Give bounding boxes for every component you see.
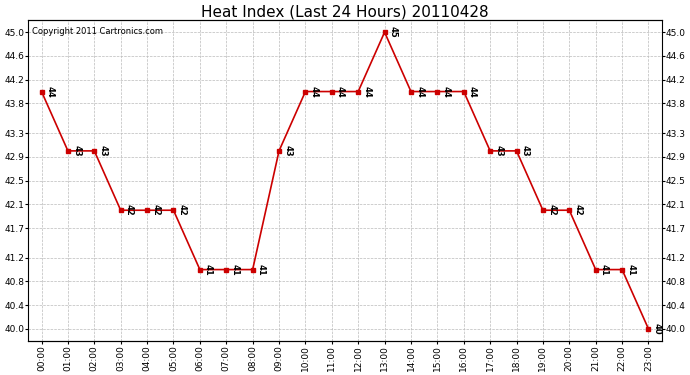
Text: 42: 42: [547, 204, 556, 216]
Text: 43: 43: [72, 145, 81, 157]
Text: 44: 44: [442, 86, 451, 98]
Text: 41: 41: [257, 264, 266, 276]
Text: 43: 43: [99, 145, 108, 157]
Text: 41: 41: [204, 264, 213, 276]
Text: 44: 44: [415, 86, 424, 98]
Text: 41: 41: [600, 264, 609, 276]
Text: 44: 44: [46, 86, 55, 98]
Text: 44: 44: [468, 86, 477, 98]
Text: 43: 43: [283, 145, 292, 157]
Text: 43: 43: [494, 145, 503, 157]
Text: 43: 43: [521, 145, 530, 157]
Text: Copyright 2011 Cartronics.com: Copyright 2011 Cartronics.com: [32, 27, 163, 36]
Text: 42: 42: [151, 204, 160, 216]
Text: 44: 44: [310, 86, 319, 98]
Text: 44: 44: [336, 86, 345, 98]
Text: 42: 42: [573, 204, 582, 216]
Text: 40: 40: [653, 323, 662, 335]
Text: 41: 41: [230, 264, 239, 276]
Text: 42: 42: [125, 204, 134, 216]
Text: 45: 45: [388, 26, 397, 38]
Text: 44: 44: [362, 86, 371, 98]
Text: 42: 42: [177, 204, 186, 216]
Text: 41: 41: [627, 264, 635, 276]
Title: Heat Index (Last 24 Hours) 20110428: Heat Index (Last 24 Hours) 20110428: [201, 4, 489, 19]
